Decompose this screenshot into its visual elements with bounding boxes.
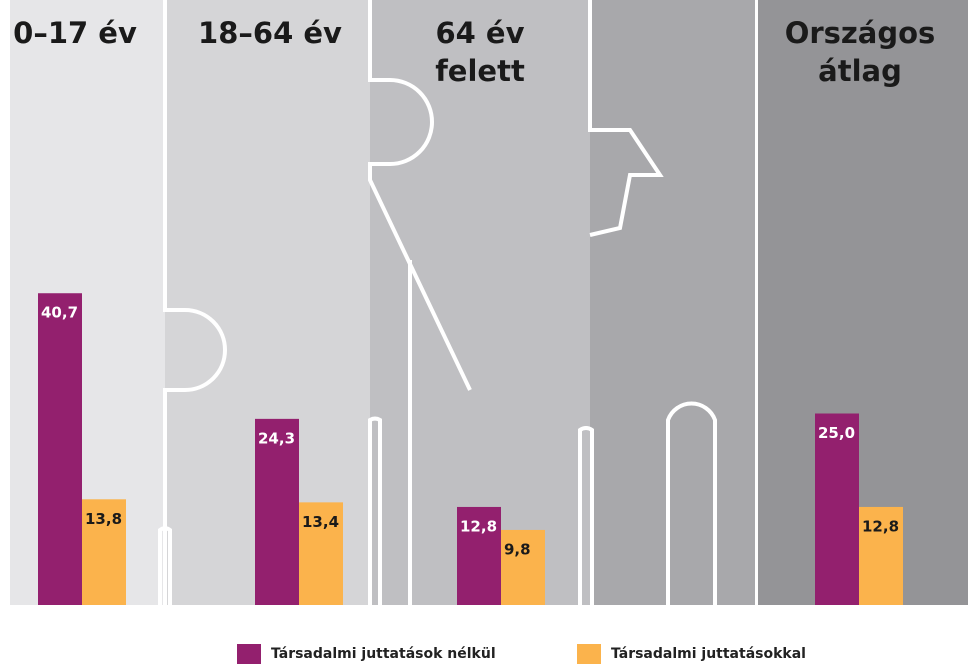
value-label: 40,7	[41, 304, 78, 322]
legend-label: Társadalmi juttatásokkal	[611, 646, 806, 662]
bar	[815, 414, 859, 606]
value-label: 9,8	[504, 540, 531, 558]
category-label: 64 év felett	[390, 14, 570, 90]
legend-swatch	[577, 644, 601, 664]
chart-svg: 40,7 24,3 12,8 25,0 13,8 13,4 9,8 12,8	[0, 0, 968, 665]
category-label: 18–64 év	[195, 14, 345, 52]
legend-label: Társadalmi juttatások nélkül	[271, 646, 496, 662]
category-label: 0–17 év	[10, 14, 140, 52]
category-label: Országos átlag	[780, 14, 940, 90]
legend-item: Társadalmi juttatásokkal	[577, 644, 806, 664]
panel	[590, 0, 755, 605]
bar	[38, 293, 82, 605]
value-label: 13,8	[85, 510, 122, 528]
value-label: 12,8	[460, 517, 497, 535]
value-label: 12,8	[862, 517, 899, 535]
legend-swatch	[237, 644, 261, 664]
legend-item: Társadalmi juttatások nélkül	[237, 644, 496, 664]
value-label: 25,0	[818, 424, 855, 442]
value-label: 13,4	[302, 513, 339, 531]
value-label: 24,3	[258, 429, 295, 447]
chart: 40,724,312,825,013,813,49,812,8 0–17 év …	[0, 0, 968, 665]
